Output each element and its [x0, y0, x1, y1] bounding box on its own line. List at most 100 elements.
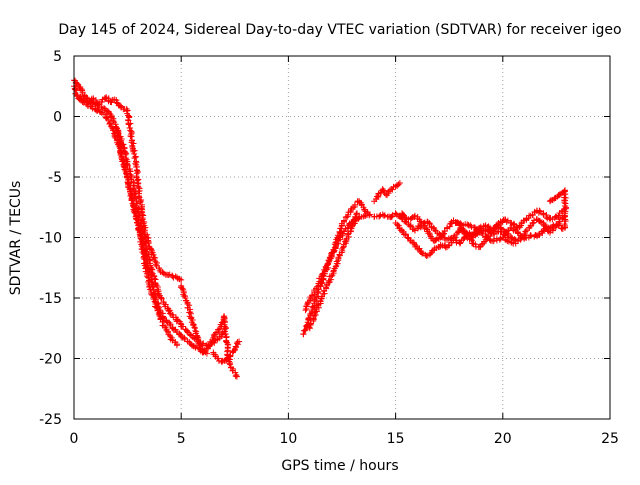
data-point: [166, 319, 173, 326]
data-point: [551, 214, 558, 221]
data-point: [416, 245, 423, 252]
data-point: [465, 221, 472, 228]
data-point: [318, 279, 325, 286]
data-point: [335, 254, 342, 261]
data-point: [318, 293, 325, 300]
data-point: [118, 135, 125, 142]
data-point: [394, 182, 401, 189]
data-point: [142, 242, 149, 249]
data-point: [122, 151, 129, 158]
y-tick-label: -10: [39, 231, 62, 247]
data-point: [135, 205, 142, 212]
data-point: [479, 232, 486, 239]
x-tick-label: 5: [177, 431, 186, 447]
data-point: [340, 244, 347, 251]
data-point: [454, 219, 461, 226]
data-point: [433, 236, 440, 243]
data-point: [424, 226, 431, 233]
data-point: [323, 284, 330, 291]
data-point: [94, 107, 101, 114]
data-point: [99, 109, 106, 116]
data-point: [128, 133, 135, 140]
data-point: [313, 306, 320, 313]
data-point: [163, 318, 170, 325]
data-point: [169, 311, 176, 318]
data-point: [124, 162, 131, 169]
data-point: [487, 237, 494, 244]
data-point: [159, 314, 166, 321]
data-point: [427, 250, 434, 257]
data-point: [167, 321, 174, 328]
data-point: [352, 213, 359, 220]
data-point: [402, 215, 409, 222]
data-point: [173, 341, 180, 348]
data-point: [230, 347, 237, 354]
data-point: [223, 338, 230, 345]
data-point: [314, 302, 321, 309]
data-point: [508, 239, 515, 246]
data-point: [227, 352, 234, 359]
chart-title: Day 145 of 2024, Sidereal Day-to-day VTE…: [58, 22, 621, 38]
data-point: [180, 323, 187, 330]
data-point: [376, 213, 383, 220]
data-point: [389, 212, 396, 219]
data-point: [224, 347, 231, 354]
data-point: [341, 217, 348, 224]
data-point: [126, 114, 133, 121]
data-point: [366, 212, 373, 219]
data-point: [127, 133, 134, 140]
data-point: [176, 331, 183, 338]
data-point: [465, 232, 472, 239]
data-point: [192, 327, 199, 334]
data-point: [158, 295, 165, 302]
data-point: [390, 183, 397, 190]
data-point: [128, 197, 135, 204]
data-point: [201, 346, 208, 353]
data-point: [93, 108, 100, 115]
data-points: [71, 77, 570, 380]
data-point: [507, 224, 514, 231]
data-point: [311, 296, 318, 303]
data-point: [537, 208, 544, 215]
data-point: [360, 213, 367, 220]
data-point: [497, 235, 504, 242]
data-point: [410, 240, 417, 247]
data-point: [149, 284, 156, 291]
data-point: [389, 186, 396, 193]
data-point: [209, 338, 216, 345]
data-point: [160, 313, 167, 320]
data-point: [163, 327, 170, 334]
data-point: [345, 224, 352, 231]
x-tick-label: 10: [279, 431, 297, 447]
y-tick-label: -5: [48, 170, 62, 186]
data-point: [361, 206, 368, 213]
data-point: [381, 212, 388, 219]
data-point: [176, 276, 183, 283]
data-point: [543, 213, 550, 220]
data-point: [351, 201, 358, 208]
data-point: [107, 123, 114, 130]
data-point: [147, 262, 154, 269]
data-point: [131, 191, 138, 198]
data-point: [310, 315, 317, 322]
data-point: [481, 238, 488, 245]
data-point: [74, 93, 81, 100]
data-point: [101, 105, 108, 112]
data-point: [140, 226, 147, 233]
data-point: [151, 291, 158, 298]
data-point: [164, 329, 171, 336]
data-point: [512, 236, 519, 243]
data-point: [135, 208, 142, 215]
data-point: [215, 355, 222, 362]
data-point: [518, 233, 525, 240]
data-point: [159, 269, 166, 276]
data-point: [468, 236, 475, 243]
data-point: [407, 223, 414, 230]
data-point: [487, 228, 494, 235]
data-point: [353, 211, 360, 218]
axis-ticks: [73, 55, 611, 420]
data-point: [510, 240, 517, 247]
data-point: [150, 289, 157, 296]
data-point: [528, 232, 535, 239]
data-point: [351, 216, 358, 223]
